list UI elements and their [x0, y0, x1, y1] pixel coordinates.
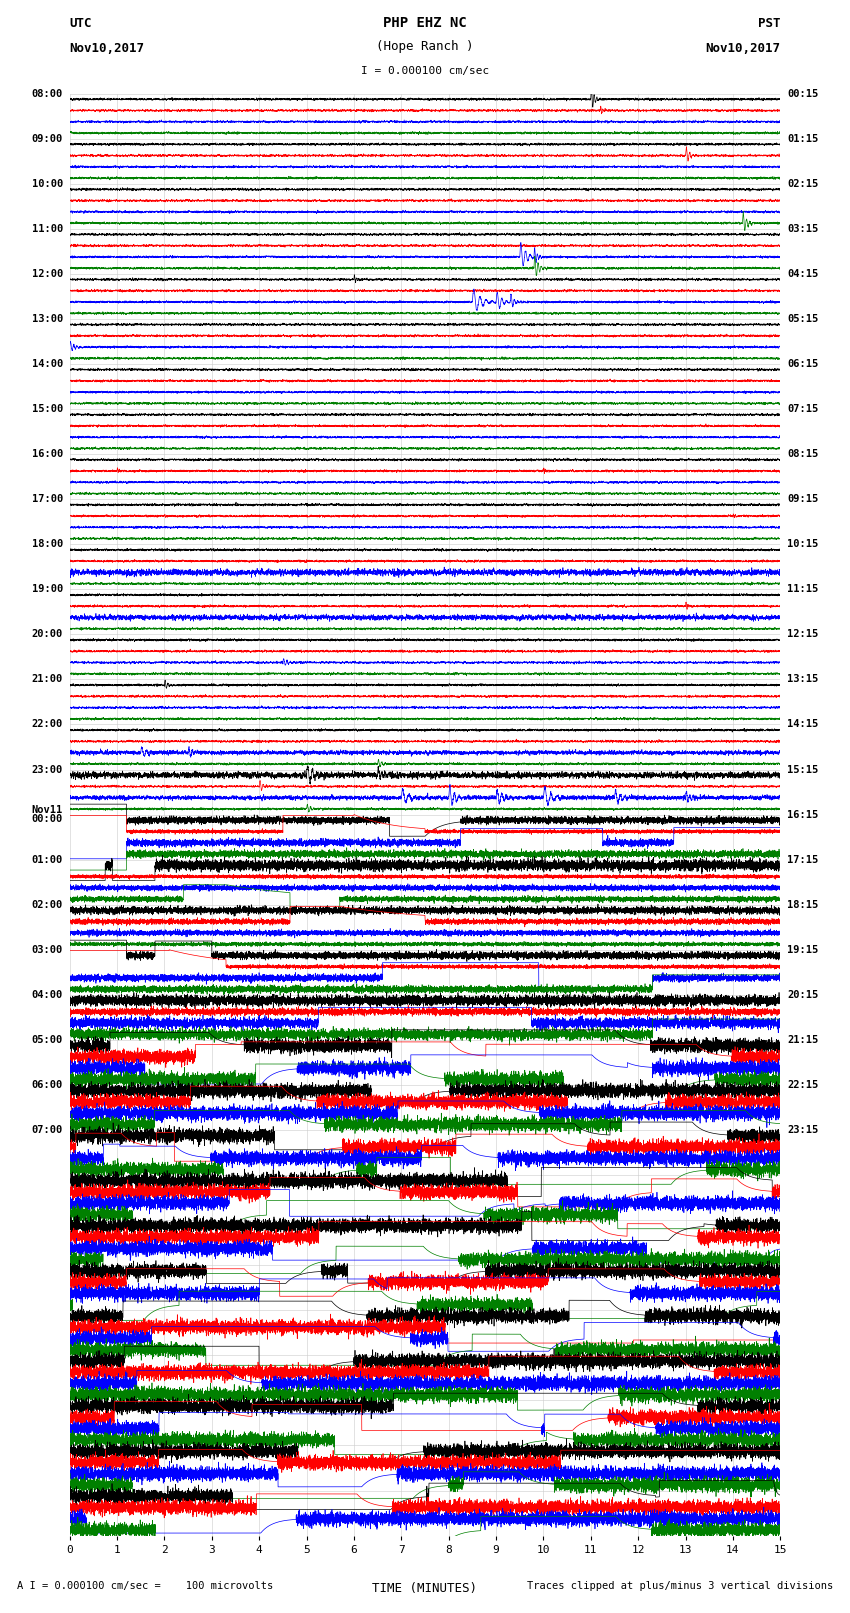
Text: 18:00: 18:00: [31, 539, 63, 548]
Text: 14:15: 14:15: [787, 719, 819, 729]
Text: 22:15: 22:15: [787, 1081, 819, 1090]
Text: Nov11
00:00: Nov11 00:00: [31, 805, 63, 824]
Text: 04:15: 04:15: [787, 269, 819, 279]
Text: Nov10,2017: Nov10,2017: [706, 42, 780, 55]
Text: (Hope Ranch ): (Hope Ranch ): [377, 40, 473, 53]
Text: UTC: UTC: [70, 16, 92, 31]
Text: 06:00: 06:00: [31, 1081, 63, 1090]
Text: 14:00: 14:00: [31, 360, 63, 369]
Text: 12:15: 12:15: [787, 629, 819, 639]
Text: 23:15: 23:15: [787, 1124, 819, 1136]
Text: PHP EHZ NC: PHP EHZ NC: [383, 16, 467, 31]
Text: 02:00: 02:00: [31, 900, 63, 910]
Text: 12:00: 12:00: [31, 269, 63, 279]
Text: A I = 0.000100 cm/sec =    100 microvolts: A I = 0.000100 cm/sec = 100 microvolts: [17, 1581, 273, 1590]
Text: 21:15: 21:15: [787, 1036, 819, 1045]
Text: 18:15: 18:15: [787, 900, 819, 910]
X-axis label: TIME (MINUTES): TIME (MINUTES): [372, 1582, 478, 1595]
Text: I = 0.000100 cm/sec: I = 0.000100 cm/sec: [361, 66, 489, 76]
Text: 07:15: 07:15: [787, 403, 819, 415]
Text: 08:15: 08:15: [787, 448, 819, 460]
Text: 19:00: 19:00: [31, 584, 63, 594]
Text: PST: PST: [758, 16, 780, 31]
Text: 04:00: 04:00: [31, 990, 63, 1000]
Text: 15:15: 15:15: [787, 765, 819, 774]
Text: 11:15: 11:15: [787, 584, 819, 594]
Text: 22:00: 22:00: [31, 719, 63, 729]
Text: 21:00: 21:00: [31, 674, 63, 684]
Text: 17:00: 17:00: [31, 494, 63, 505]
Text: 08:00: 08:00: [31, 89, 63, 98]
Text: Traces clipped at plus/minus 3 vertical divisions: Traces clipped at plus/minus 3 vertical …: [527, 1581, 833, 1590]
Text: 01:15: 01:15: [787, 134, 819, 144]
Text: 20:00: 20:00: [31, 629, 63, 639]
Text: 09:00: 09:00: [31, 134, 63, 144]
Text: 03:15: 03:15: [787, 224, 819, 234]
Text: 13:00: 13:00: [31, 315, 63, 324]
Text: 06:15: 06:15: [787, 360, 819, 369]
Text: 05:15: 05:15: [787, 315, 819, 324]
Text: 09:15: 09:15: [787, 494, 819, 505]
Text: 02:15: 02:15: [787, 179, 819, 189]
Text: 19:15: 19:15: [787, 945, 819, 955]
Text: 01:00: 01:00: [31, 855, 63, 865]
Text: 13:15: 13:15: [787, 674, 819, 684]
Text: 17:15: 17:15: [787, 855, 819, 865]
Text: 10:15: 10:15: [787, 539, 819, 548]
Text: 05:00: 05:00: [31, 1036, 63, 1045]
Text: Nov10,2017: Nov10,2017: [70, 42, 144, 55]
Text: 03:00: 03:00: [31, 945, 63, 955]
Text: 20:15: 20:15: [787, 990, 819, 1000]
Text: 11:00: 11:00: [31, 224, 63, 234]
Text: 23:00: 23:00: [31, 765, 63, 774]
Text: 16:15: 16:15: [787, 810, 819, 819]
Text: 15:00: 15:00: [31, 403, 63, 415]
Text: 10:00: 10:00: [31, 179, 63, 189]
Text: 07:00: 07:00: [31, 1124, 63, 1136]
Text: 00:15: 00:15: [787, 89, 819, 98]
Text: 16:00: 16:00: [31, 448, 63, 460]
